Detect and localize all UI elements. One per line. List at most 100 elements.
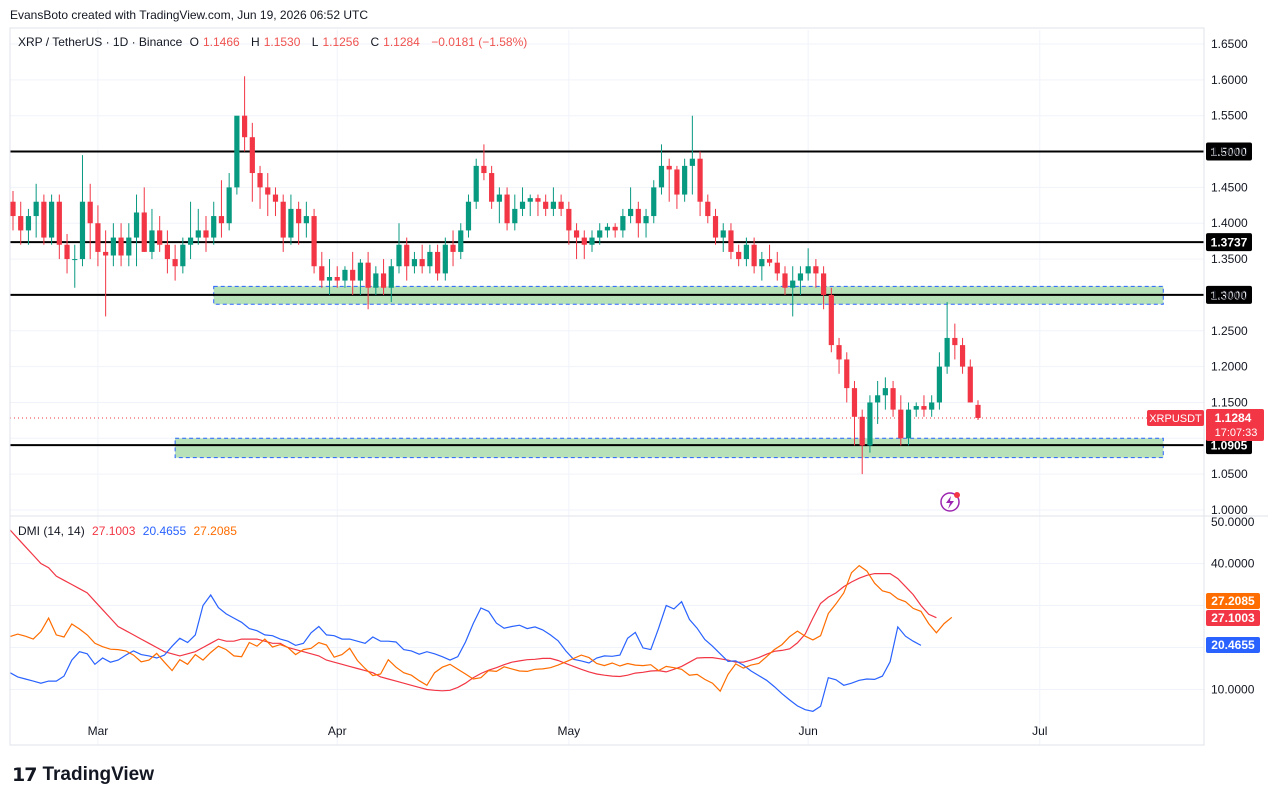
last-price-value: 1.1284 — [1215, 411, 1252, 425]
dmi-series-line — [9, 529, 937, 692]
candle-body — [427, 251, 433, 267]
candle-body — [249, 137, 255, 174]
level-label-bg — [1206, 233, 1252, 252]
price-tick-label: 1.2000 — [1211, 360, 1248, 374]
candle-body — [921, 406, 927, 410]
event-icon-bolt — [946, 496, 954, 509]
price-tick-label: 1.6000 — [1211, 73, 1248, 87]
price-tick-label: 1.5500 — [1211, 109, 1248, 123]
candle-body — [95, 223, 101, 252]
dmi-value-1: 27.1003 — [92, 524, 136, 538]
candle-body — [844, 359, 850, 389]
candle-body — [180, 244, 186, 267]
price-tick-label: 1.1500 — [1211, 395, 1248, 409]
candle-body — [380, 273, 387, 288]
close-label: C — [370, 35, 380, 49]
candle-body — [280, 201, 286, 238]
close-value: 1.1284 — [383, 35, 420, 49]
symbol-label[interactable]: XRP / TetherUS · 1D · Binance — [18, 35, 183, 49]
candle-body — [566, 208, 572, 231]
candle-body — [604, 226, 611, 231]
candle-body — [350, 269, 356, 281]
tradingview-logo-text: TradingView — [42, 764, 155, 785]
candle-body — [736, 251, 742, 260]
candle-body — [535, 198, 541, 202]
candle-body — [836, 345, 842, 360]
axis-labels: 1.5000 1.3737 1.3000 1.0905 XRPUSDT 1.1284 17:… — [88, 37, 1264, 738]
candle-body — [211, 216, 217, 238]
candle-body — [465, 201, 472, 231]
candle-body — [658, 165, 665, 188]
level-label: 1.3737 — [1211, 236, 1248, 250]
dmi-value-tag: 27.2085 — [1211, 594, 1255, 608]
candle-body — [774, 262, 780, 274]
candle-body — [875, 395, 881, 403]
open-value: 1.1466 — [202, 35, 240, 49]
support-zone — [174, 437, 1164, 459]
candle-body — [527, 198, 533, 202]
grid — [10, 30, 1204, 745]
candle-body — [813, 266, 819, 274]
high-label: H — [251, 35, 260, 49]
candle-body — [311, 216, 317, 267]
candle-body — [41, 201, 47, 238]
candle-body — [519, 201, 526, 209]
candle-body — [952, 337, 958, 346]
candle-body — [458, 230, 464, 252]
candle-body — [103, 251, 109, 256]
candle-body — [797, 273, 804, 281]
candle-body — [898, 409, 904, 439]
candle-body — [481, 165, 487, 174]
candle-body — [404, 244, 410, 267]
candle-body — [172, 259, 178, 267]
candle-body — [851, 388, 858, 417]
candle-body — [929, 402, 935, 410]
candle-body — [728, 230, 734, 252]
candle-body — [357, 262, 363, 281]
plot-frame — [9, 27, 1205, 746]
event-icon — [940, 492, 960, 512]
candle-body — [110, 237, 116, 256]
candle-body — [126, 237, 132, 256]
candle-body — [49, 201, 55, 238]
candle-body — [288, 208, 294, 238]
level-label: 1.5000 — [1211, 145, 1248, 159]
dmi-legend[interactable]: DMI (14, 14) 27.1003 20.4655 27.2085 — [18, 524, 241, 538]
level-label: 1.3000 — [1211, 288, 1248, 302]
event-icon-dot — [954, 492, 960, 498]
candle-body — [581, 237, 587, 245]
candle-body — [550, 201, 556, 209]
tradingview-logo[interactable]: 17 TradingView — [12, 764, 154, 786]
candle-body — [164, 244, 170, 260]
candle-body — [303, 216, 309, 224]
symbol-tag-bg — [1147, 409, 1204, 426]
dmi-tick-label: 10.0000 — [1211, 683, 1255, 697]
candle-body — [257, 173, 263, 188]
candle-body — [612, 226, 618, 231]
candle-body — [573, 230, 580, 238]
x-tick-label: Mar — [88, 724, 109, 738]
dmi-value-2: 20.4655 — [142, 524, 187, 538]
candle-body — [218, 216, 225, 224]
price-tick-label: 1.0500 — [1211, 467, 1248, 481]
candle-body — [913, 406, 919, 410]
candle-body — [25, 216, 32, 231]
x-tick-label: Jun — [798, 724, 817, 738]
candle-body — [766, 259, 773, 263]
candle-body — [651, 187, 657, 217]
candle-body — [419, 259, 425, 267]
candle-body — [373, 273, 379, 288]
last-price-tag-bg — [1206, 408, 1264, 441]
candle-body — [967, 366, 973, 403]
dmi-name[interactable]: DMI (14, 14) — [18, 524, 85, 538]
dmi-series-line — [9, 564, 953, 693]
symbol-tag: XRPUSDT — [1149, 413, 1202, 425]
attribution-text: EvansBoto created with TradingView.com, … — [10, 8, 368, 22]
candle-body — [635, 208, 641, 224]
candle-body — [643, 216, 649, 224]
change-value: −0.0181 (−1.58%) — [431, 35, 528, 49]
candle-body — [496, 194, 502, 202]
candle-body — [396, 244, 402, 267]
